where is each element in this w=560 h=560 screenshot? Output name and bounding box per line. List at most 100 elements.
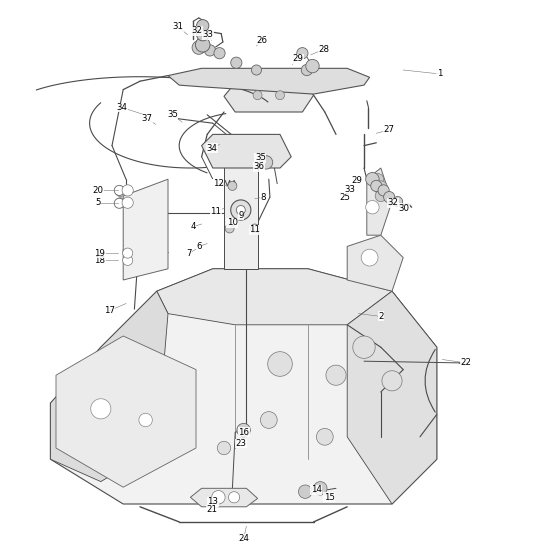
Circle shape (268, 352, 292, 376)
Circle shape (123, 248, 133, 258)
Circle shape (212, 491, 225, 504)
Circle shape (139, 413, 152, 427)
Circle shape (231, 200, 251, 220)
Polygon shape (157, 269, 392, 325)
Circle shape (276, 91, 284, 100)
Polygon shape (190, 488, 258, 507)
Text: 36: 36 (253, 162, 264, 171)
Circle shape (371, 180, 382, 192)
Text: 8: 8 (260, 193, 266, 202)
Polygon shape (123, 179, 168, 280)
Circle shape (115, 198, 125, 208)
Text: 26: 26 (256, 36, 268, 45)
Text: 35: 35 (255, 153, 266, 162)
Text: 1: 1 (437, 69, 442, 78)
Circle shape (393, 197, 403, 207)
Polygon shape (168, 68, 370, 94)
Circle shape (366, 172, 379, 186)
Text: 23: 23 (235, 439, 246, 448)
Text: 10: 10 (227, 218, 238, 227)
Text: 21: 21 (206, 505, 217, 514)
Text: 2: 2 (378, 312, 384, 321)
Text: 33: 33 (203, 30, 214, 39)
Circle shape (314, 482, 327, 495)
Polygon shape (50, 291, 168, 482)
Circle shape (374, 181, 388, 194)
Circle shape (231, 57, 242, 68)
Text: 32: 32 (388, 198, 399, 207)
Text: 17: 17 (104, 306, 115, 315)
Circle shape (301, 64, 312, 76)
Text: 29: 29 (352, 176, 363, 185)
Text: 33: 33 (344, 185, 356, 194)
Text: 35: 35 (167, 110, 178, 119)
Circle shape (122, 197, 133, 208)
Text: 15: 15 (324, 493, 335, 502)
Circle shape (91, 399, 111, 419)
Circle shape (353, 336, 375, 358)
Circle shape (298, 485, 312, 498)
Circle shape (297, 48, 308, 59)
Text: 20: 20 (92, 186, 104, 195)
Text: 11: 11 (210, 207, 221, 216)
Circle shape (228, 181, 237, 190)
Text: 12: 12 (213, 179, 224, 188)
Circle shape (197, 20, 209, 32)
Text: 16: 16 (238, 428, 249, 437)
Text: 34: 34 (206, 144, 217, 153)
Circle shape (259, 156, 273, 169)
Text: 31: 31 (172, 22, 184, 31)
Polygon shape (367, 168, 392, 235)
Circle shape (366, 200, 379, 214)
Polygon shape (56, 336, 196, 487)
Text: 14: 14 (311, 486, 322, 494)
Text: 29: 29 (292, 54, 304, 63)
Text: 13: 13 (207, 497, 218, 506)
Circle shape (217, 441, 231, 455)
Circle shape (260, 412, 277, 428)
Circle shape (251, 65, 262, 75)
Circle shape (384, 192, 395, 203)
Polygon shape (224, 157, 258, 269)
Circle shape (250, 224, 259, 233)
Circle shape (197, 29, 209, 41)
Text: 24: 24 (238, 534, 249, 543)
Polygon shape (50, 269, 437, 504)
Text: 30: 30 (399, 204, 410, 213)
Polygon shape (202, 134, 291, 168)
Polygon shape (224, 83, 314, 112)
Text: 18: 18 (94, 256, 105, 265)
Circle shape (378, 185, 389, 196)
Circle shape (123, 255, 133, 265)
Circle shape (204, 45, 216, 56)
Text: 19: 19 (94, 249, 105, 258)
Circle shape (114, 198, 124, 208)
Circle shape (361, 249, 378, 266)
Text: 11: 11 (249, 225, 260, 234)
Circle shape (326, 365, 346, 385)
Circle shape (114, 185, 124, 195)
Circle shape (253, 91, 262, 100)
Text: 5: 5 (95, 198, 101, 207)
Polygon shape (347, 235, 403, 291)
Text: 22: 22 (460, 358, 472, 367)
Circle shape (214, 48, 225, 59)
Text: 27: 27 (384, 125, 395, 134)
Circle shape (375, 190, 386, 202)
Circle shape (225, 224, 234, 233)
Text: 7: 7 (186, 249, 192, 258)
Text: 4: 4 (190, 222, 196, 231)
Circle shape (372, 174, 384, 185)
Circle shape (316, 428, 333, 445)
Circle shape (306, 59, 319, 73)
Circle shape (228, 492, 240, 503)
Polygon shape (347, 291, 437, 504)
Text: 9: 9 (238, 211, 244, 220)
Circle shape (195, 38, 210, 52)
Text: 37: 37 (141, 114, 152, 123)
Text: 32: 32 (192, 26, 203, 35)
Circle shape (236, 206, 245, 214)
Circle shape (122, 185, 133, 196)
Circle shape (382, 371, 402, 391)
Circle shape (115, 186, 125, 197)
